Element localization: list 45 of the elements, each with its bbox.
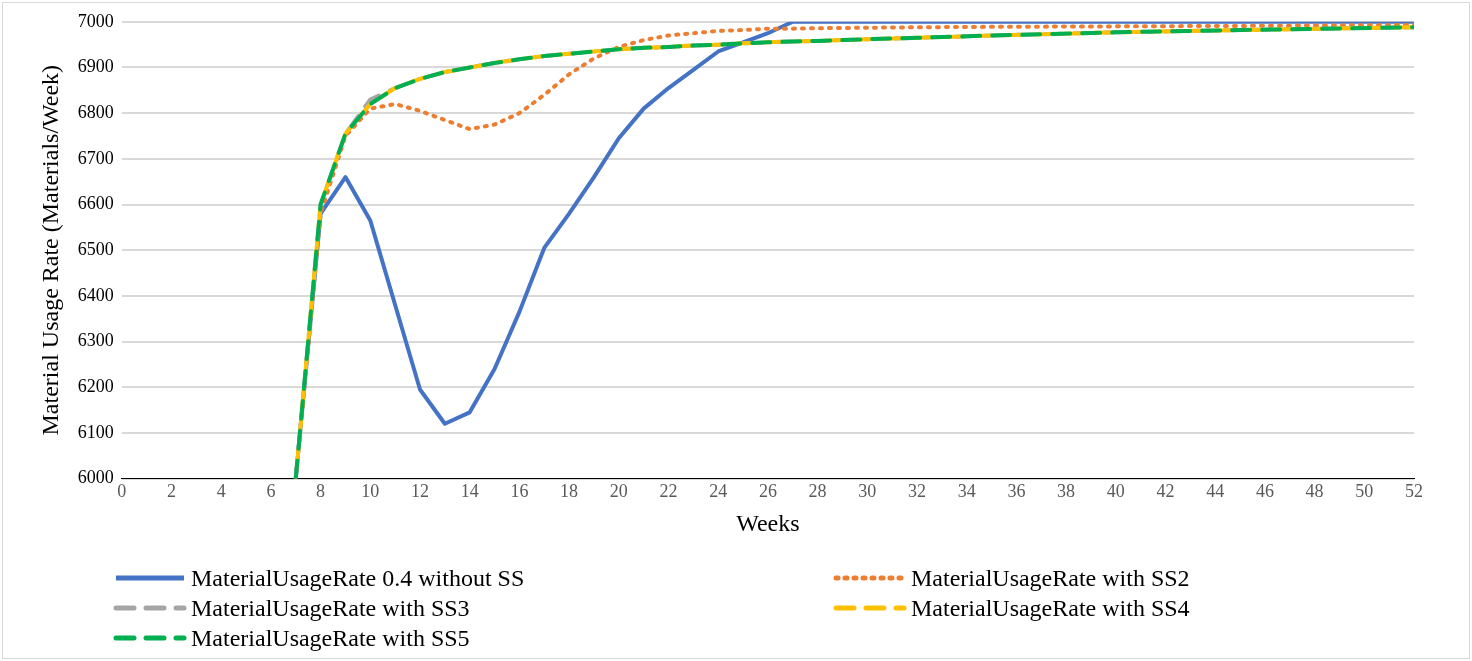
x-tick-label: 22 [659,481,678,502]
x-tick-label: 0 [117,481,127,502]
x-tick-label: 6 [266,481,276,502]
x-tick-label: 20 [609,481,628,502]
x-tick-label: 4 [216,481,226,502]
x-tick-label: 18 [560,481,579,502]
x-tick-label: 24 [709,481,728,502]
x-axis-title: Weeks [736,509,800,536]
legend-label: MaterialUsageRate 0.4 without SS [191,564,525,592]
legend-label: MaterialUsageRate with SS4 [911,594,1190,622]
y-tick-label: 7000 [77,10,114,31]
legend-label: MaterialUsageRate with SS3 [191,594,470,622]
x-tick-label: 16 [510,481,529,502]
x-tick-label: 46 [1255,481,1274,502]
y-tick-label: 6200 [77,375,114,396]
x-tick-label: 12 [411,481,429,502]
y-tick-label: 6400 [77,284,114,305]
y-tick-label: 6600 [77,193,114,214]
x-tick-label: 50 [1355,481,1374,502]
y-tick-label: 6900 [77,56,114,77]
x-tick-label: 30 [858,481,877,502]
x-tick-label: 8 [316,481,326,502]
y-tick-label: 6100 [77,421,114,442]
y-axis-title: Material Usage Rate (Materials/Week) [36,64,63,436]
legend-label: MaterialUsageRate with SS5 [191,624,470,652]
x-tick-label: 28 [808,481,827,502]
x-tick-label: 34 [957,481,976,502]
x-tick-label: 10 [361,481,380,502]
x-tick-label: 38 [1057,481,1076,502]
y-tick-label: 6800 [77,101,114,122]
y-tick-label: 6300 [77,330,114,351]
y-tick-label: 6000 [77,467,114,488]
x-tick-label: 32 [908,481,926,502]
x-tick-label: 48 [1305,481,1324,502]
x-tick-label: 52 [1405,481,1423,502]
legend-label: MaterialUsageRate with SS2 [911,564,1190,592]
x-tick-label: 2 [167,481,176,502]
x-tick-label: 36 [1007,481,1026,502]
x-tick-label: 42 [1156,481,1175,502]
x-tick-label: 26 [758,481,777,502]
x-tick-label: 40 [1106,481,1125,502]
y-tick-label: 6500 [77,238,114,259]
x-tick-label: 44 [1206,481,1225,502]
x-tick-label: 14 [460,481,479,502]
y-tick-label: 6700 [77,147,114,168]
